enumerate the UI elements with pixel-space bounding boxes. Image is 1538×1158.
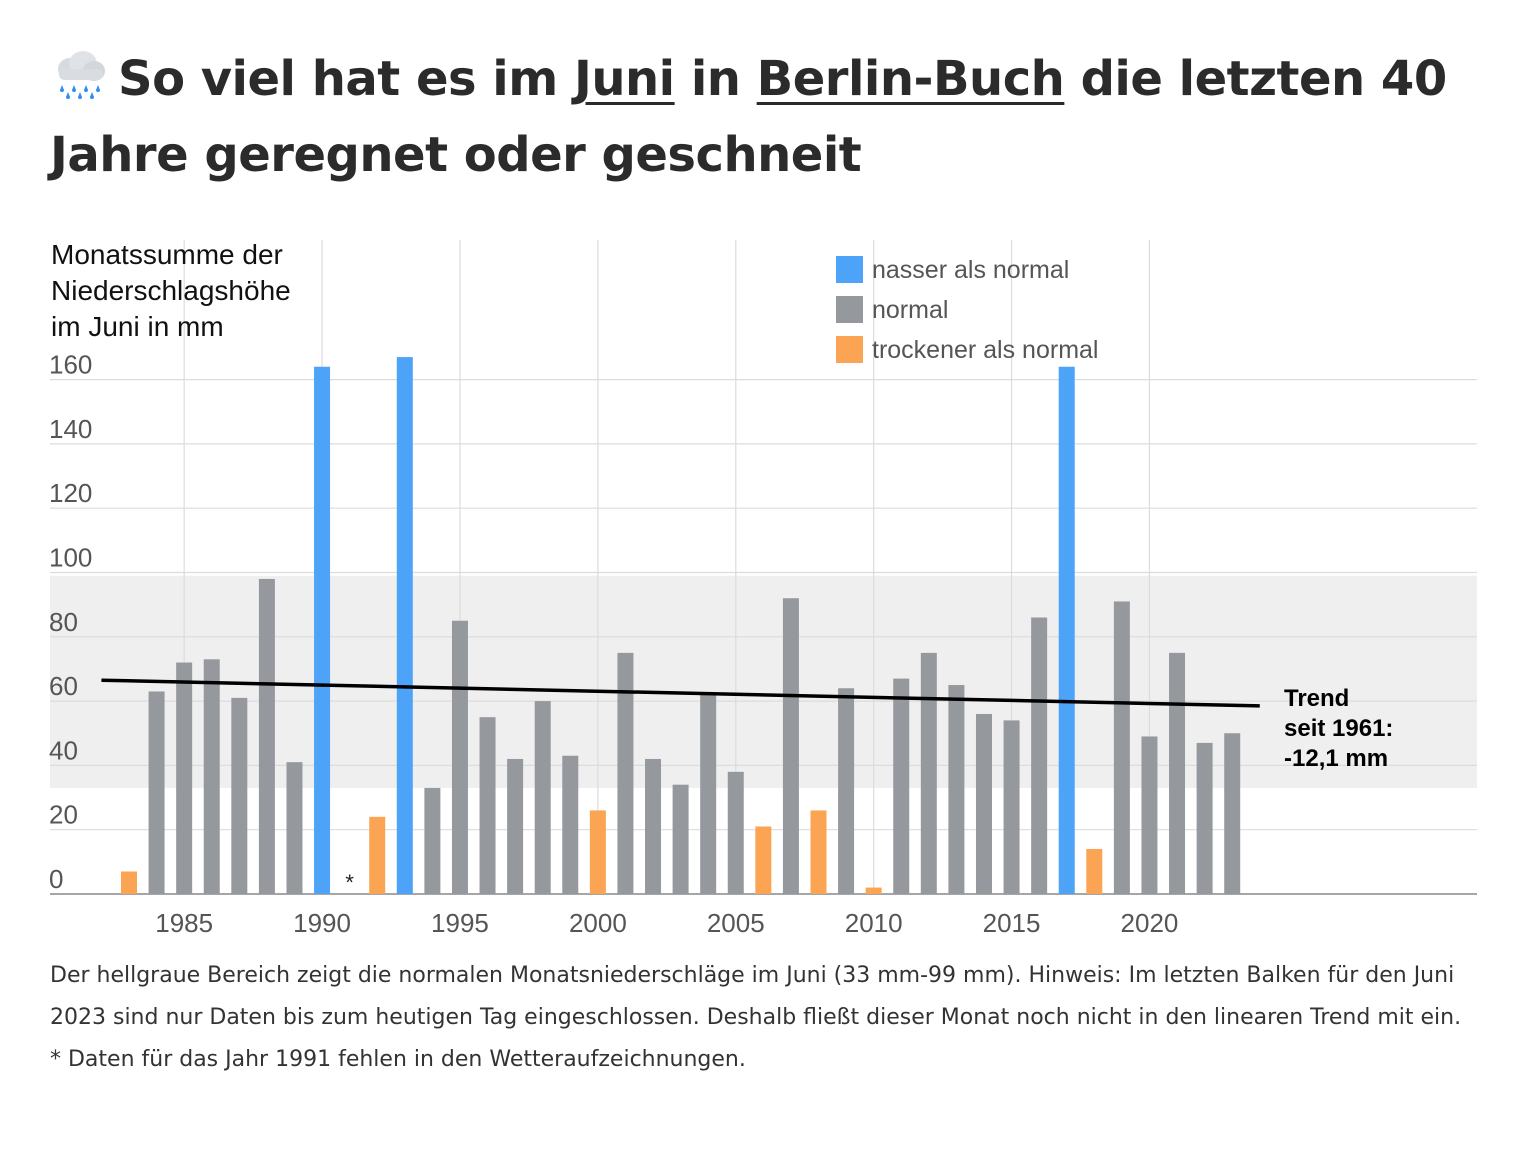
y-tick-label: 40 (49, 735, 78, 765)
bar-2021 (1169, 652, 1186, 894)
legend-swatch-wet (836, 256, 863, 283)
y-axis-label: Niederschlagshöhe (51, 275, 291, 306)
y-tick-label: 140 (49, 414, 92, 444)
y-tick-label: 160 (49, 350, 92, 380)
bar-2002 (645, 758, 662, 894)
y-axis-label: Monatssumme der (51, 239, 283, 270)
bar-2005 (727, 771, 744, 894)
trend-label: seit 1961: (1284, 715, 1393, 742)
bar-2016 (1031, 617, 1048, 894)
missing-data-note: * Daten für das Jahr 1991 fehlen in den … (50, 1047, 746, 1072)
bar-1992 (369, 816, 386, 894)
bar-1985 (176, 662, 193, 894)
bar-1998 (534, 701, 551, 894)
y-tick-label: 0 (49, 864, 63, 894)
bar-2015 (1003, 720, 1020, 894)
bar-1997 (507, 758, 524, 894)
bar-2011 (893, 678, 910, 894)
bar-2004 (700, 694, 717, 894)
chart-notes: Der hellgraue Bereich zeigt die normalen… (50, 955, 1470, 1081)
bar-2013 (948, 685, 965, 894)
y-tick-label: 80 (49, 607, 78, 637)
bar-1993 (396, 357, 413, 895)
trend-label: -12,1 mm (1284, 745, 1388, 772)
bar-2008 (810, 810, 827, 894)
bar-2003 (672, 784, 689, 894)
x-tick-label: 1985 (155, 908, 213, 938)
bar-1986 (203, 659, 220, 894)
legend-swatch-dry (836, 336, 863, 363)
x-tick-label: 2010 (845, 908, 903, 938)
x-tick-label: 2020 (1121, 908, 1179, 938)
rain-cloud-icon (50, 49, 108, 120)
bar-2007 (782, 598, 799, 894)
missing-data-marker: * (345, 870, 354, 895)
bar-2001 (617, 652, 634, 894)
y-tick-label: 60 (49, 671, 78, 701)
bar-1984 (148, 691, 165, 894)
legend-label-normal: normal (872, 296, 948, 324)
trend-label: Trend (1284, 685, 1349, 712)
bar-2014 (975, 713, 992, 894)
y-tick-label: 100 (49, 543, 92, 573)
bar-1996 (479, 717, 496, 894)
bar-2000 (589, 810, 606, 894)
bar-1987 (231, 697, 248, 894)
x-tick-label: 1990 (293, 908, 351, 938)
y-tick-label: 20 (49, 800, 78, 830)
x-tick-label: 1995 (431, 908, 489, 938)
bar-2012 (920, 652, 937, 894)
chart-title: So viel hat es im Juni in Berlin-Buch di… (50, 49, 1447, 183)
bar-2023 (1224, 733, 1241, 894)
bar-1989 (286, 762, 303, 894)
bar-2022 (1196, 742, 1213, 894)
x-tick-label: 2000 (569, 908, 627, 938)
bar-1983 (121, 871, 137, 894)
title-station-link[interactable]: Berlin-Buch (756, 51, 1065, 107)
bar-2018 (1086, 848, 1103, 894)
legend-label-wet: nasser als normal (872, 256, 1069, 284)
legend-swatch-normal (836, 296, 863, 323)
x-tick-label: 2005 (707, 908, 765, 938)
bar-2019 (1113, 601, 1130, 894)
bar-1995 (451, 620, 468, 894)
y-tick-label: 120 (49, 478, 92, 508)
bar-2009 (838, 688, 855, 894)
bar-2017 (1058, 366, 1075, 894)
bar-1990 (314, 366, 331, 894)
trend-line (101, 678, 1260, 708)
bar-2010 (865, 887, 882, 894)
legend-label-dry: trockener als normal (872, 336, 1098, 364)
normal-range-note: Der hellgraue Bereich zeigt die normalen… (50, 963, 1462, 1030)
bar-1994 (424, 787, 441, 894)
bar-2006 (755, 826, 772, 894)
bar-1999 (562, 755, 579, 894)
precipitation-bar-chart: 0 20 40 60 80 100 120 140 160 * Trend seit 1961: -12… (49, 239, 1477, 938)
bar-1988 (258, 578, 275, 894)
x-tick-label: 2015 (983, 908, 1041, 938)
bar-2020 (1141, 736, 1158, 894)
title-month-link[interactable]: Juni (573, 51, 675, 107)
y-axis-label: im Juni in mm (51, 311, 224, 342)
